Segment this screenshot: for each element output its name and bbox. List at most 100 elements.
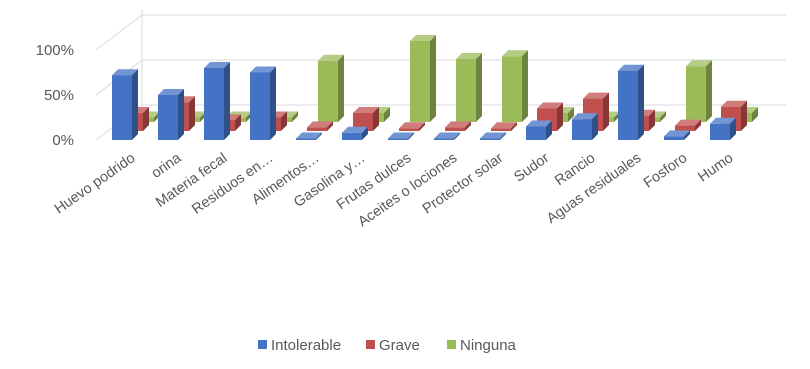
bar-front-face <box>710 123 730 140</box>
bar-side-face <box>695 119 701 131</box>
bar-ninguna-7 <box>456 53 482 122</box>
bar-front-face <box>318 60 338 122</box>
bar-side-face <box>741 100 747 131</box>
category-label: Sudor <box>511 150 552 185</box>
bar-side-face <box>522 50 528 122</box>
bar-intolerable-11 <box>618 64 644 140</box>
category-label: Fosforo <box>641 150 690 191</box>
bar-front-face <box>353 113 373 131</box>
bar-side-face <box>430 35 436 122</box>
bar-intolerable-4 <box>296 132 322 140</box>
bar-side-face <box>638 64 644 140</box>
bar-intolerable-3 <box>250 66 276 140</box>
bar-front-face <box>618 70 638 140</box>
bar-side-face <box>476 53 482 122</box>
bar-side-face <box>660 111 666 122</box>
bar-side-face <box>281 111 287 131</box>
bar-side-face <box>316 132 322 140</box>
bar-front-face <box>112 75 132 140</box>
bar-front-face <box>307 127 327 131</box>
bar-side-face <box>292 111 298 122</box>
bar-side-face <box>500 132 506 140</box>
bar-front-face <box>526 126 546 140</box>
bar-side-face <box>419 122 425 131</box>
bar-top-face <box>204 62 230 68</box>
bar-top-face <box>445 121 471 128</box>
category-label: Humo <box>695 150 736 185</box>
gridline-1 <box>95 59 786 96</box>
bar-top-face <box>112 69 138 76</box>
legend-label: Ninguna <box>460 337 517 354</box>
bar-front-face <box>480 138 500 140</box>
bar-side-face <box>384 107 390 122</box>
bar-side-face <box>603 92 609 131</box>
bar-side-face <box>270 66 276 140</box>
bar-intolerable-12 <box>664 130 690 140</box>
grid-layer <box>95 10 786 141</box>
bar-ninguna-6 <box>410 35 436 122</box>
legend: Intolerable Grave Ninguna <box>258 337 517 354</box>
bar-intolerable-13 <box>710 117 736 140</box>
category-label: orina <box>149 150 185 182</box>
y-tick-label: 50% <box>44 87 74 104</box>
bar-side-face <box>224 62 230 140</box>
bar-intolerable-8 <box>480 132 506 140</box>
bar-side-face <box>454 132 460 140</box>
bar-grave-4 <box>307 121 333 131</box>
bar-top-face <box>480 132 506 139</box>
legend-swatch <box>366 340 375 349</box>
bar-front-face <box>399 128 419 131</box>
bar-side-face <box>408 132 414 140</box>
bar-intolerable-7 <box>434 132 460 140</box>
bar-side-face <box>730 117 736 140</box>
legend-item-grave: Grave <box>366 337 420 354</box>
bar-ninguna-12 <box>686 60 712 122</box>
bar-top-face <box>353 107 379 113</box>
bar-side-face <box>511 122 517 131</box>
bar-side-face <box>557 102 563 131</box>
bar-grave-8 <box>491 122 517 131</box>
bar-intolerable-1 <box>158 89 184 140</box>
bar-top-face <box>410 35 436 41</box>
y-tick-label: 0% <box>52 132 74 149</box>
bar-top-face <box>434 132 460 139</box>
bar-side-face <box>649 109 655 131</box>
bar-top-face <box>456 53 482 59</box>
category-label: Huevo podrido <box>52 150 138 217</box>
bar-side-face <box>592 113 598 140</box>
bar-grave-5 <box>353 107 379 131</box>
bar-intolerable-5 <box>342 126 368 140</box>
bar-front-face <box>675 125 695 131</box>
bar-front-face <box>434 138 454 140</box>
bar-intolerable-6 <box>388 132 414 140</box>
bar-front-face <box>296 138 316 140</box>
legend-item-ninguna: Ninguna <box>447 337 517 354</box>
bar-front-face <box>342 132 362 140</box>
bar-top-face <box>502 50 528 57</box>
bar-side-face <box>568 107 574 122</box>
bar-grave-12 <box>675 119 701 131</box>
gridline-2 <box>95 14 786 51</box>
bar-side-face <box>178 89 184 140</box>
bar-top-face <box>537 102 563 109</box>
legend-swatch <box>258 340 267 349</box>
y-tick-label: 100% <box>36 42 74 59</box>
bar-side-face <box>752 107 758 122</box>
bar-front-face <box>686 66 706 122</box>
bar-top-face <box>296 132 322 139</box>
bar-side-face <box>235 114 241 131</box>
bar-top-face <box>307 121 333 128</box>
bar-side-face <box>327 121 333 131</box>
bar-top-face <box>675 119 701 126</box>
bar-top-face <box>572 113 598 120</box>
bar-front-face <box>445 127 465 131</box>
bar-side-face <box>362 126 368 140</box>
legend-label: Intolerable <box>271 337 341 354</box>
bars-layer <box>112 35 758 140</box>
y-axis-ticks: 0% 50% 100% <box>36 42 74 149</box>
bar-top-face <box>664 130 690 137</box>
bar-top-face <box>250 66 276 73</box>
